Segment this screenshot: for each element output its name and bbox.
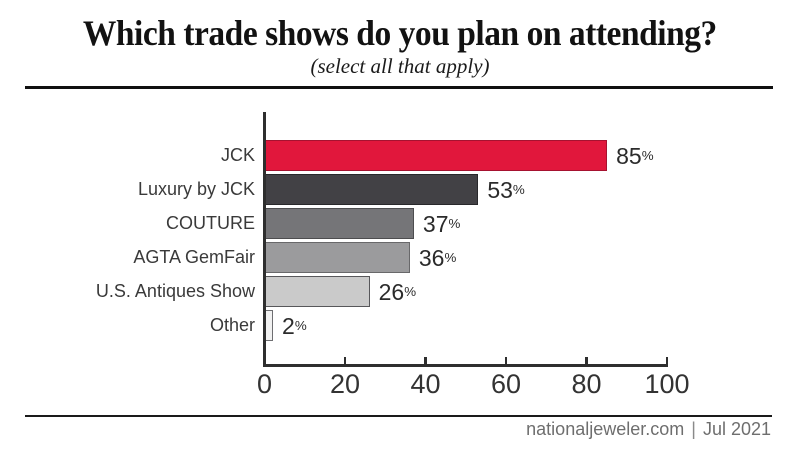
value-label: 2% xyxy=(282,313,307,340)
category-label: AGTA GemFair xyxy=(133,247,255,267)
footer-divider-rule xyxy=(25,415,772,417)
value-label: 37% xyxy=(422,211,461,238)
percent-sign: % xyxy=(444,250,457,265)
x-axis-tick xyxy=(343,357,347,365)
category-label: JCK xyxy=(220,145,255,165)
x-axis-tick-label: 100 xyxy=(644,369,690,399)
value-label: 53% xyxy=(487,177,525,204)
value-label: 36% xyxy=(418,245,457,272)
x-axis-tick-label: 80 xyxy=(571,369,602,399)
x-axis-tick xyxy=(424,357,427,365)
category-label: Luxury by JCK xyxy=(137,179,255,199)
percent-sign: % xyxy=(404,284,417,299)
category-label: Other xyxy=(209,315,255,335)
y-axis-line xyxy=(263,112,266,366)
x-axis-tick xyxy=(504,357,508,365)
bar xyxy=(265,242,410,273)
category-label: COUTURE xyxy=(166,213,255,233)
value-label: 85% xyxy=(616,143,654,170)
x-axis-tick xyxy=(665,357,669,365)
bar xyxy=(265,140,608,171)
page-title: Which trade shows do you plan on attendi… xyxy=(83,13,717,53)
percent-sign: % xyxy=(448,216,461,231)
bar xyxy=(265,310,274,341)
header-divider-rule xyxy=(25,86,773,89)
value-label: 26% xyxy=(378,279,417,306)
footer-attribution: nationaljeweler.com | Jul 2021 xyxy=(526,419,771,440)
percent-sign: % xyxy=(294,318,307,333)
percent-sign: % xyxy=(641,148,654,163)
page-subtitle: (select all that apply) xyxy=(310,54,490,78)
x-axis-line xyxy=(263,364,668,367)
x-axis-tick-label: 0 xyxy=(256,369,273,399)
x-axis-tick-label: 40 xyxy=(410,369,441,399)
footer-source: nationaljeweler.com xyxy=(526,419,685,439)
x-axis-tick-label: 20 xyxy=(329,369,361,399)
x-axis-tick xyxy=(585,357,588,365)
category-label: U.S. Antiques Show xyxy=(95,281,255,301)
bar xyxy=(265,174,479,205)
footer-date: Jul 2021 xyxy=(702,419,771,439)
x-axis-tick-label: 60 xyxy=(490,369,522,399)
bar xyxy=(265,208,414,239)
bar xyxy=(265,276,370,307)
footer-separator: | xyxy=(691,419,696,439)
percent-sign: % xyxy=(512,182,525,197)
